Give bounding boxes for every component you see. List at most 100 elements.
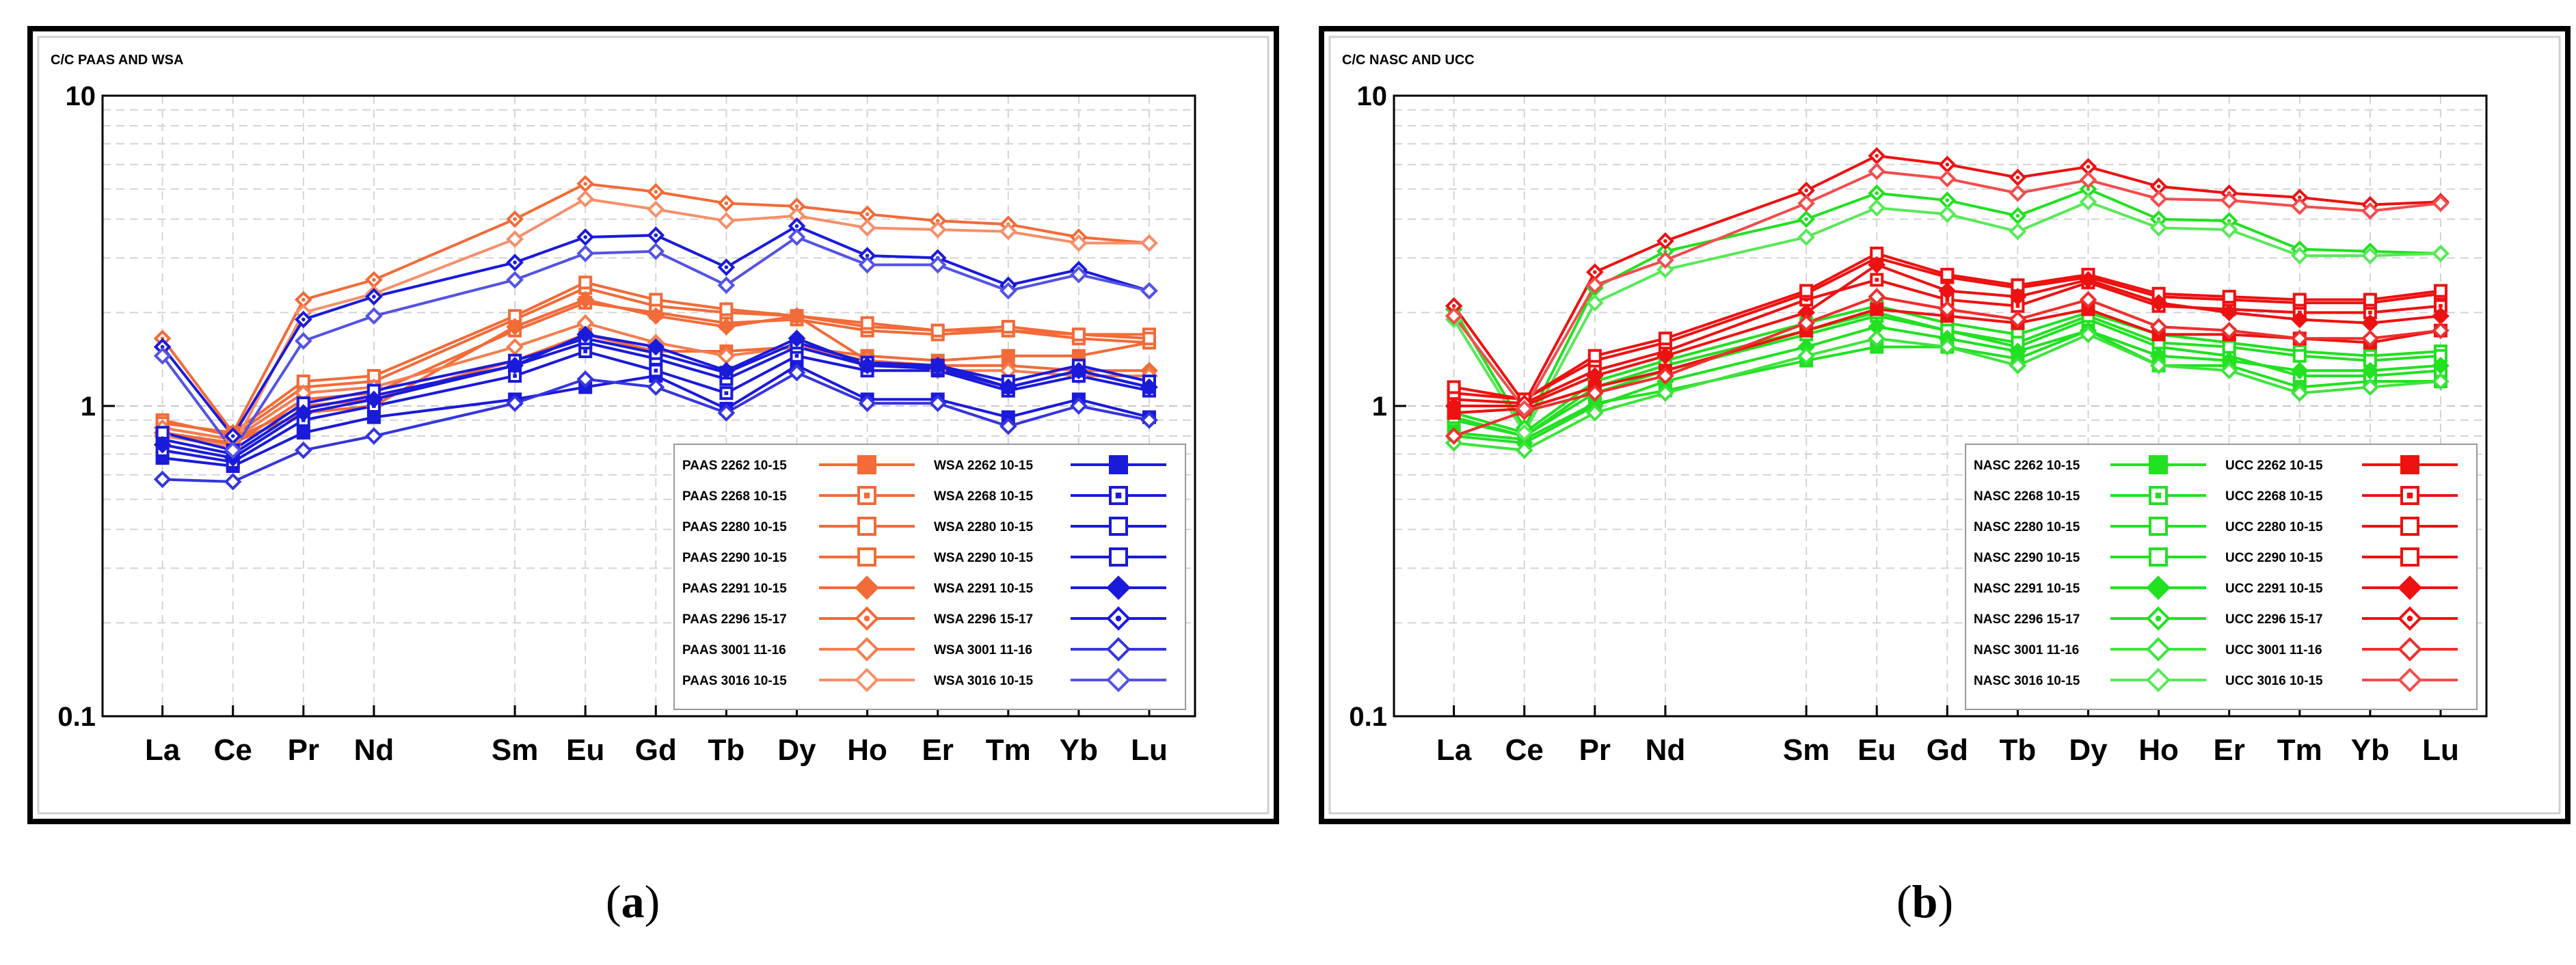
legend-label: WSA 2290 10-15 (934, 551, 1033, 565)
marker-dot (2155, 492, 2162, 499)
data-point (858, 256, 876, 274)
marker-dot (2156, 184, 2161, 189)
data-point (506, 318, 524, 336)
marker-shape (647, 338, 665, 356)
marker-shape (857, 455, 876, 474)
legend-label: UCC 2290 10-15 (2225, 551, 2323, 565)
data-point (1656, 260, 1674, 279)
marker-shape (1656, 251, 1674, 269)
marker-shape (2222, 340, 2236, 354)
marker-shape (2398, 575, 2422, 600)
data-point (860, 316, 874, 330)
y-tick-label: 1 (81, 392, 96, 422)
marker-shape (647, 200, 665, 219)
data-point (224, 441, 242, 459)
data-point (1799, 284, 1814, 298)
data-point (1797, 228, 1815, 246)
marker-shape (506, 271, 524, 289)
marker-dot (2155, 615, 2162, 622)
series-line (1453, 325, 2441, 445)
data-point (2432, 245, 2450, 262)
marker-shape (2009, 222, 2027, 241)
marker-shape (2398, 668, 2422, 692)
data-point (366, 410, 381, 424)
data-point (506, 230, 524, 248)
marker-shape (2398, 637, 2422, 662)
legend-marker (1109, 486, 1128, 505)
data-point (1656, 346, 1674, 365)
legend-marker (2400, 517, 2419, 536)
legend-marker (2146, 637, 2171, 662)
marker-shape (366, 410, 381, 424)
x-tick-label: Eu (1857, 733, 1896, 767)
marker-shape (1797, 194, 1815, 213)
marker-shape (1445, 307, 1463, 325)
marker-dot (863, 492, 870, 499)
data-point (2361, 329, 2379, 348)
marker-dot (1663, 249, 1667, 254)
marker-shape (1140, 411, 1158, 429)
legend-item: NASC 3016 10-15 (1974, 668, 2206, 692)
series-line (162, 349, 1150, 464)
marker-shape (1940, 267, 1955, 282)
marker-shape (2009, 184, 2027, 202)
legend-label: UCC 2296 15-17 (2225, 612, 2323, 627)
legend-item: WSA 2291 10-15 (934, 575, 1166, 600)
legend-marker (1109, 517, 1128, 536)
data-point (2432, 357, 2450, 375)
data-point (719, 386, 734, 400)
marker-shape (717, 276, 736, 295)
marker-shape (717, 362, 736, 380)
marker-dot (301, 297, 306, 302)
data-point (1868, 288, 1886, 305)
legend-marker (2146, 668, 2171, 692)
legend-item: WSA 2262 10-15 (934, 455, 1166, 474)
chart-title: C/C PAAS AND WSA (51, 53, 183, 68)
marker-shape (2079, 290, 2097, 309)
data-point (717, 194, 736, 213)
data-point (2149, 219, 2168, 237)
data-point (294, 332, 312, 350)
marker-shape (788, 307, 806, 325)
marker-shape (1799, 284, 1814, 298)
legend-marker (857, 517, 876, 536)
marker-dot (583, 349, 588, 353)
data-point (576, 190, 595, 208)
data-point (1940, 267, 1955, 282)
marker-shape (153, 346, 172, 365)
series-line (162, 333, 1150, 460)
data-point (1070, 397, 1088, 415)
marker-dot (1875, 191, 1879, 195)
marker-dot (372, 295, 376, 299)
marker-shape (1585, 367, 1604, 385)
marker-shape (2400, 486, 2419, 505)
x-tick-label: Pr (1579, 733, 1611, 767)
series-line (1453, 252, 2441, 401)
legend-item: UCC 2290 10-15 (2225, 547, 2458, 567)
legend-item: PAAS 2290 10-15 (682, 547, 915, 567)
data-point (1938, 205, 1957, 223)
legend-marker (2398, 668, 2422, 692)
data-point (2361, 362, 2379, 380)
marker-shape (2292, 293, 2307, 307)
marker-shape (153, 435, 172, 454)
series-line (162, 337, 1150, 452)
data-point (649, 364, 663, 378)
series-line (1453, 263, 2441, 407)
x-tick-label: Tm (986, 733, 1031, 767)
marker-dot (2439, 303, 2443, 308)
x-tick-label: Pr (288, 733, 319, 767)
marker-shape (1445, 427, 1463, 445)
data-point (1797, 194, 1815, 213)
marker-shape (788, 364, 806, 382)
marker-shape (1585, 404, 1604, 422)
y-tick-label: 0.1 (57, 702, 96, 732)
legend-label: WSA 2291 10-15 (934, 582, 1033, 596)
legend-marker (1106, 668, 1131, 692)
x-tick-label: Lu (2422, 733, 2459, 767)
marker-shape (2220, 321, 2238, 340)
legend: PAAS 2262 10-15 PAAS 2268 10-15 PAAS 2280 … (673, 444, 1186, 710)
x-tick-label: Ce (1505, 733, 1544, 767)
legend-label: WSA 2268 10-15 (934, 489, 1033, 504)
marker-shape (1656, 384, 1674, 403)
